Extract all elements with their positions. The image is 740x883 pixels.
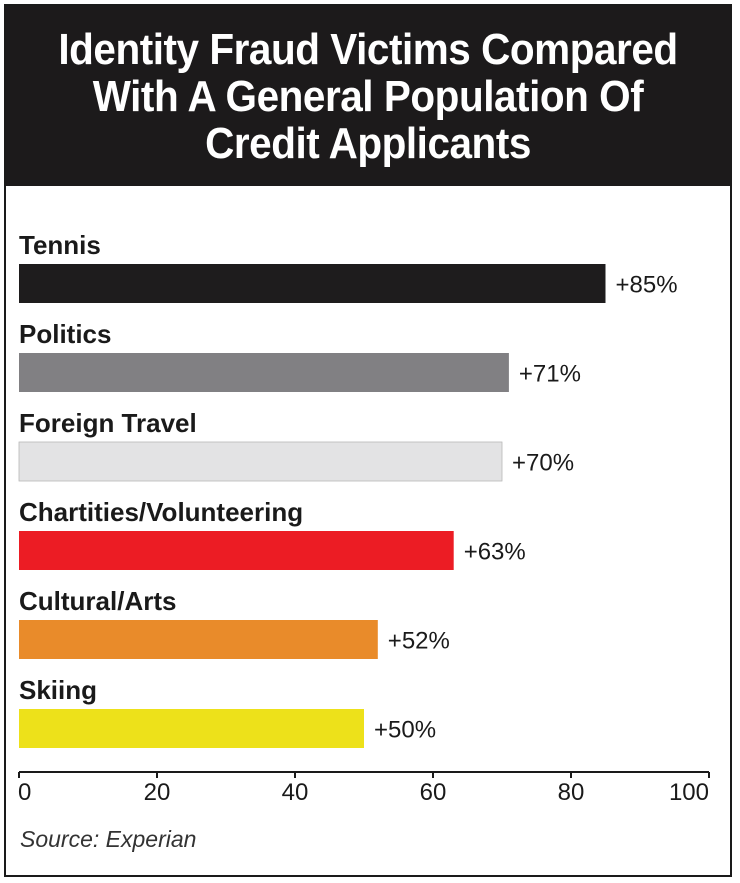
source-note: Source: Experian — [20, 826, 197, 852]
x-tick-label: 100 — [669, 779, 709, 806]
category-label: Foreign Travel — [19, 408, 197, 438]
category-label: Skiing — [19, 675, 97, 705]
category-label: Chartities/Volunteering — [19, 497, 303, 527]
category-label: Cultural/Arts — [19, 586, 176, 616]
bar — [19, 620, 378, 659]
bar — [19, 264, 606, 303]
value-label: +70% — [512, 450, 574, 477]
title-banner: Identity Fraud Victims Compared With A G… — [6, 6, 730, 186]
value-label: +71% — [519, 361, 581, 388]
value-label: +63% — [464, 539, 526, 566]
value-label: +52% — [388, 628, 450, 655]
x-tick-label: 0 — [18, 779, 31, 806]
x-tick-label: 80 — [558, 779, 585, 806]
x-tick-label: 60 — [420, 779, 447, 806]
bar — [19, 709, 364, 748]
x-tick-label: 20 — [144, 779, 171, 806]
chart-frame: Identity Fraud Victims Compared With A G… — [4, 4, 732, 877]
bar — [19, 353, 509, 392]
x-tick-label: 40 — [282, 779, 309, 806]
chart-title: Identity Fraud Victims Compared With A G… — [58, 24, 678, 168]
value-label: +50% — [374, 717, 436, 744]
category-label: Politics — [19, 319, 111, 349]
bar — [18, 441, 503, 482]
category-label: Tennis — [19, 230, 101, 260]
value-label: +85% — [616, 272, 678, 299]
bar — [19, 531, 454, 570]
bar-chart: Tennis +85% Politics +71% Foreign Travel +70%… — [18, 230, 710, 806]
